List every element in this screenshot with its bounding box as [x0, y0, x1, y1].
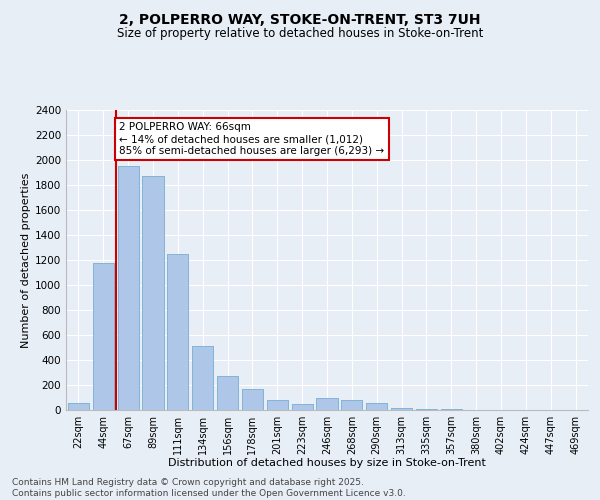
Y-axis label: Number of detached properties: Number of detached properties: [21, 172, 31, 348]
Text: Size of property relative to detached houses in Stoke-on-Trent: Size of property relative to detached ho…: [117, 28, 483, 40]
Bar: [391, 408, 412, 410]
X-axis label: Distribution of detached houses by size in Stoke-on-Trent: Distribution of detached houses by size …: [168, 458, 486, 468]
Bar: [366, 402, 387, 410]
Bar: [341, 400, 362, 410]
Bar: [167, 254, 188, 410]
Bar: [366, 402, 387, 410]
Bar: [118, 166, 139, 410]
Bar: [341, 400, 362, 410]
Bar: [391, 408, 412, 410]
Bar: [142, 176, 164, 410]
Bar: [292, 404, 313, 410]
Bar: [416, 409, 437, 410]
Bar: [192, 346, 213, 410]
Bar: [68, 402, 89, 410]
Bar: [118, 166, 139, 410]
Bar: [292, 404, 313, 410]
Bar: [68, 402, 89, 410]
Bar: [217, 376, 238, 410]
Bar: [316, 398, 338, 410]
Bar: [167, 254, 188, 410]
Text: Contains HM Land Registry data © Crown copyright and database right 2025.
Contai: Contains HM Land Registry data © Crown c…: [12, 478, 406, 498]
Bar: [267, 400, 288, 410]
Text: 2, POLPERRO WAY, STOKE-ON-TRENT, ST3 7UH: 2, POLPERRO WAY, STOKE-ON-TRENT, ST3 7UH: [119, 12, 481, 26]
Bar: [192, 346, 213, 410]
Bar: [242, 389, 263, 410]
Text: 2 POLPERRO WAY: 66sqm
← 14% of detached houses are smaller (1,012)
85% of semi-d: 2 POLPERRO WAY: 66sqm ← 14% of detached …: [119, 122, 385, 156]
Bar: [93, 262, 114, 410]
Bar: [242, 389, 263, 410]
Bar: [217, 376, 238, 410]
Bar: [142, 176, 164, 410]
Bar: [93, 262, 114, 410]
Bar: [416, 409, 437, 410]
Bar: [267, 400, 288, 410]
Bar: [316, 398, 338, 410]
